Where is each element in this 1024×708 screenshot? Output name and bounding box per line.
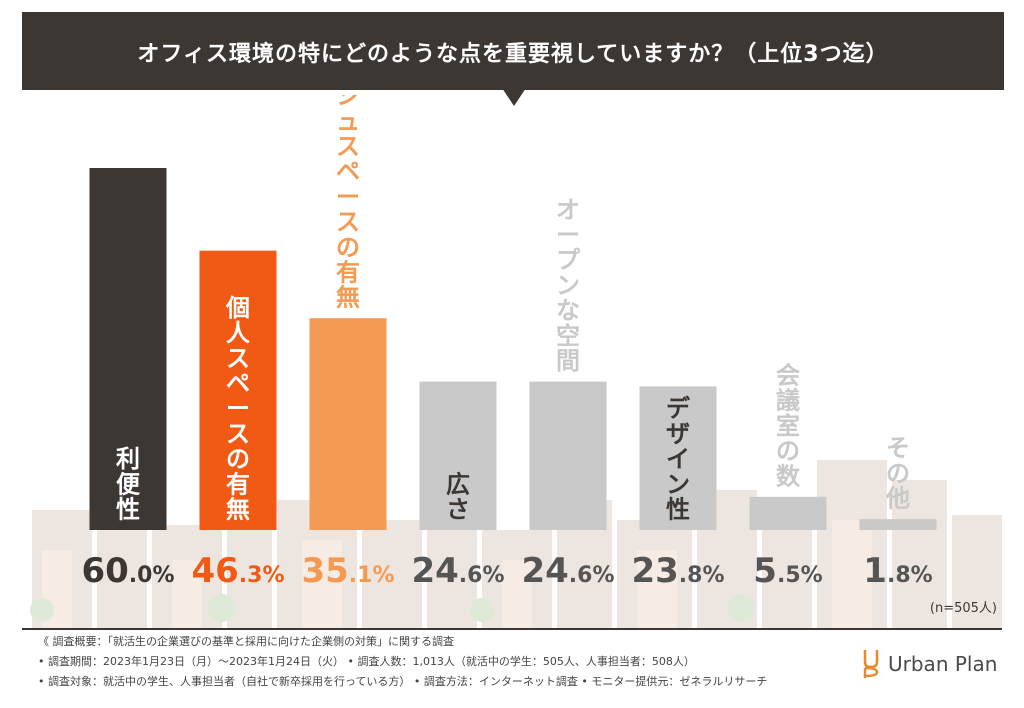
value-label-2: 46.3% [191, 551, 284, 591]
bar-1 [89, 168, 167, 530]
urban-plan-logo-icon [863, 650, 879, 678]
title-pointer [502, 88, 526, 106]
value-label-7: 5.5% [753, 551, 822, 591]
value-label-8: 1.8% [863, 551, 932, 591]
survey-target: • 調査対象：就活中の学生、人事担当者（自社で新卒採用を行っている方） • 調査… [38, 675, 768, 688]
bar-2 [199, 250, 277, 530]
bar-3 [309, 318, 387, 530]
value-label-4: 24.6% [411, 551, 504, 591]
chart-title: オフィス環境の特にどのような点を重要視していますか？（上位3つ迄） [137, 42, 889, 67]
bar-4 [419, 381, 497, 530]
bar-5 [529, 381, 607, 530]
bar-8 [859, 519, 937, 530]
title-bar: オフィス環境の特にどのような点を重要視していますか？（上位3つ迄） [22, 12, 1004, 90]
category-label-1: 利便性 [116, 445, 141, 523]
value-label-5: 24.6% [521, 551, 614, 591]
category-label-3: リフレッシュスペースの有無 [336, 95, 360, 312]
survey-title: 《 調査概要：「就活生の企業選びの基準と採用に向けた企業側の対策」に関する調査 [38, 635, 454, 648]
category-label-6: デザイン性 [666, 395, 691, 524]
footer-divider [22, 628, 1002, 630]
bar-6 [639, 386, 717, 530]
category-label-4: 広さ [446, 470, 470, 523]
category-label-5: オープンな空間 [556, 196, 581, 375]
category-label-7: 会議室の数 [776, 361, 801, 490]
category-label-2: 個人スペースの有無 [225, 294, 250, 524]
value-label-3: 35.1% [301, 551, 394, 591]
sample-size-note: (n=505人) [930, 601, 997, 616]
value-label-1: 60.0% [81, 551, 174, 591]
bar-7 [749, 496, 827, 530]
brand-name: Urban Plan [888, 652, 998, 676]
survey-period: • 調査期間：2023年1月23日（月）〜2023年1月24日（火） • 調査人… [38, 655, 695, 668]
value-label-6: 23.8% [631, 551, 724, 591]
category-label-8: その他 [885, 434, 910, 512]
